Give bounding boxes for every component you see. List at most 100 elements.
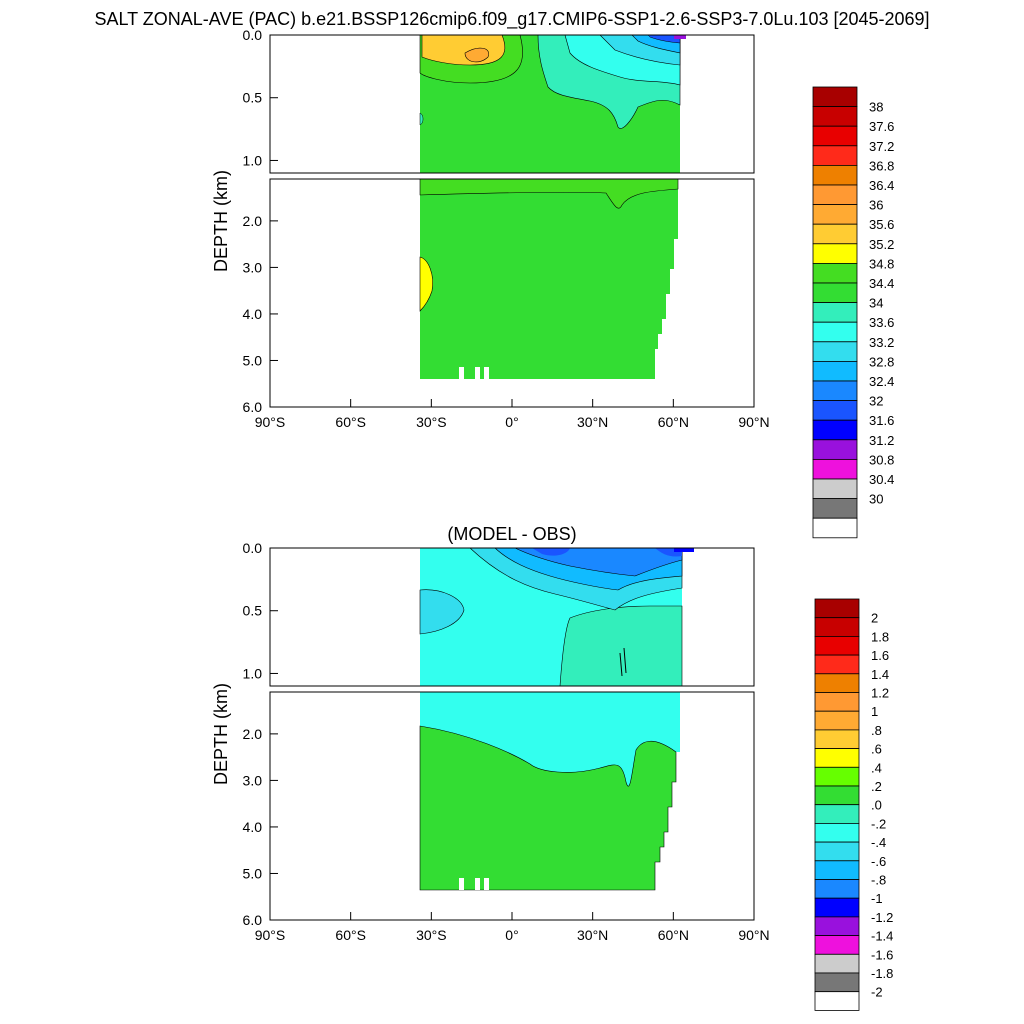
colorbar-label: 35.2	[869, 237, 894, 252]
lower-plot-area	[269, 691, 755, 921]
x-tick-label: 0°	[505, 927, 518, 943]
x-tick-label: 90°S	[255, 414, 286, 430]
colorbar-swatch	[812, 145, 858, 166]
colorbar-label: .8	[871, 723, 882, 738]
colorbar-label: 32	[869, 394, 883, 409]
diff-subtitle: (MODEL - OBS)	[447, 524, 576, 544]
y-tick-label: 4.0	[243, 819, 263, 835]
colorbar-swatch	[814, 673, 860, 693]
colorbar-swatch	[814, 598, 860, 619]
x-tick-label: 60°S	[335, 927, 366, 943]
colorbar-swatch	[812, 400, 858, 421]
colorbar-swatch	[812, 458, 858, 480]
colorbar-label: 2	[871, 611, 878, 626]
colorbar-swatch	[814, 636, 860, 656]
colorbar-swatch	[812, 498, 858, 519]
x-tick-label: 60°N	[658, 414, 689, 430]
colorbar-swatch	[814, 841, 860, 862]
colorbar-label: 33.2	[869, 335, 894, 350]
colorbar-swatch	[812, 125, 858, 147]
colorbar-swatch	[814, 823, 860, 843]
colorbar-swatch	[814, 916, 860, 937]
y-tick-label: 6.0	[243, 912, 263, 928]
difference-panel: 90°S 60°S 30°S 0° 30°N 60°N 90°N0.00.51.02.03.…	[211, 540, 893, 1011]
x-tick-label: 90°N	[738, 927, 769, 943]
colorbar-label: -.6	[871, 854, 886, 869]
x-tick-label: 30°S	[416, 927, 447, 943]
y-tick-label: 0.5	[243, 90, 263, 106]
colorbar-swatch	[812, 302, 858, 323]
x-tick-label: 30°N	[577, 927, 608, 943]
y-axis-label: DEPTH (km)	[211, 170, 231, 272]
colorbar-swatch	[814, 710, 860, 731]
colorbar-labels: 38 37.6 37.2 36.8 36.4 36 35.6 35.2 34.8 34.4 34 33…	[869, 100, 894, 507]
colorbar-label: 30.4	[869, 472, 894, 487]
colorbar-label: 30	[869, 492, 883, 507]
axis-ticks: 90°S 60°S 30°S 0° 30°N 60°N 90°N 0.0 0.5 1.0 2.0 3.…	[211, 27, 770, 430]
x-tick-label: 90°S	[255, 927, 286, 943]
colorbar-label: 1.6	[871, 648, 889, 663]
colorbar-swatch	[814, 748, 860, 768]
colorbar-label: 1.2	[871, 686, 889, 701]
colorbar-label: 32.4	[869, 374, 894, 389]
colorbar-label: -1	[871, 891, 883, 906]
colorbar-swatch	[814, 654, 860, 675]
y-tick-label: 0.0	[243, 27, 263, 43]
colorbar-swatch	[812, 360, 858, 382]
colorbar-swatch	[814, 860, 860, 880]
lower-plot-area	[269, 178, 755, 408]
colorbar-label: -.4	[871, 835, 886, 850]
y-tick-label: 0.5	[243, 603, 263, 619]
colorbar-label: 1.4	[871, 667, 889, 682]
y-tick-label: 3.0	[243, 259, 263, 275]
colorbar-label: 36	[869, 198, 883, 213]
upper-plot-area	[269, 547, 755, 687]
colorbar-label: -1.8	[871, 966, 893, 981]
colorbar-label: -.2	[871, 816, 886, 831]
colorbar-label: -1.4	[871, 929, 893, 944]
y-tick-label: 2.0	[243, 726, 263, 742]
colorbar-swatch	[814, 617, 860, 637]
colorbar-boxes	[812, 86, 858, 539]
y-axis-label: DEPTH (km)	[211, 683, 231, 785]
y-tick-label: 6.0	[243, 399, 263, 415]
colorbar-label: 35.6	[869, 217, 894, 232]
colorbar-label: 36.8	[869, 158, 894, 173]
colorbar-label: 31.2	[869, 433, 894, 448]
colorbar-swatch	[812, 341, 858, 362]
x-tick-label: 60°N	[658, 927, 689, 943]
colorbar-label: .2	[871, 779, 882, 794]
colorbar-label: .6	[871, 742, 882, 757]
x-tick-label: 60°S	[335, 414, 366, 430]
colorbar-boxes	[814, 598, 860, 1011]
axis-ticks: 90°S 60°S 30°S 0° 30°N 60°N 90°N 0.0 0.5 1.0 2.0 3.…	[211, 540, 770, 943]
y-tick-label: 5.0	[243, 865, 263, 881]
main-title: SALT ZONAL-AVE (PAC) b.e21.BSSP126cmip6.…	[94, 9, 929, 30]
colorbar-swatch	[814, 766, 860, 787]
x-tick-label: 30°N	[577, 414, 608, 430]
colorbar-swatch	[814, 897, 860, 918]
x-tick-label: 90°N	[738, 414, 769, 430]
colorbar-swatch	[814, 935, 860, 955]
colorbar-swatch	[812, 321, 858, 343]
colorbar-swatch	[814, 879, 860, 899]
y-tick-label: 4.0	[243, 306, 263, 322]
colorbar-label: 34.8	[869, 256, 894, 271]
colorbar-label: .4	[871, 760, 882, 775]
colorbar-swatch	[812, 282, 858, 304]
y-tick-label: 2.0	[243, 213, 263, 229]
colorbar-label: -.8	[871, 873, 886, 888]
colorbar: 38 37.6 37.2 36.8 36.4 36 35.6 35.2 34.8 34.4 34 33…	[812, 86, 894, 539]
y-tick-label: 0.0	[243, 540, 263, 556]
colorbar-swatch	[814, 785, 860, 806]
colorbar-label: .0	[871, 798, 882, 813]
colorbar-swatch	[812, 478, 858, 500]
colorbar-label: 36.4	[869, 178, 894, 193]
x-tick-label: 0°	[505, 414, 518, 430]
colorbar-label: 34.4	[869, 276, 894, 291]
colorbar-swatch	[812, 419, 858, 441]
y-tick-label: 1.0	[243, 152, 263, 168]
colorbar-swatch	[812, 517, 858, 539]
colorbar-swatch	[812, 262, 858, 284]
colorbar: 21.81.61.41.21.8.6.4.2.0-.2-.4-.6-.8-1-1…	[814, 598, 893, 1011]
